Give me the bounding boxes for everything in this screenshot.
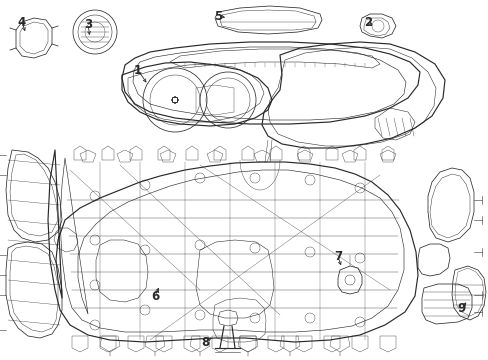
Text: 7: 7 (333, 251, 342, 264)
Text: 3: 3 (84, 18, 92, 31)
Text: 4: 4 (18, 15, 26, 28)
Text: 6: 6 (151, 289, 159, 302)
Text: 1: 1 (134, 63, 142, 77)
Text: 8: 8 (201, 336, 209, 348)
Text: 9: 9 (457, 302, 465, 315)
Text: 5: 5 (213, 9, 222, 23)
Text: 2: 2 (363, 15, 371, 28)
